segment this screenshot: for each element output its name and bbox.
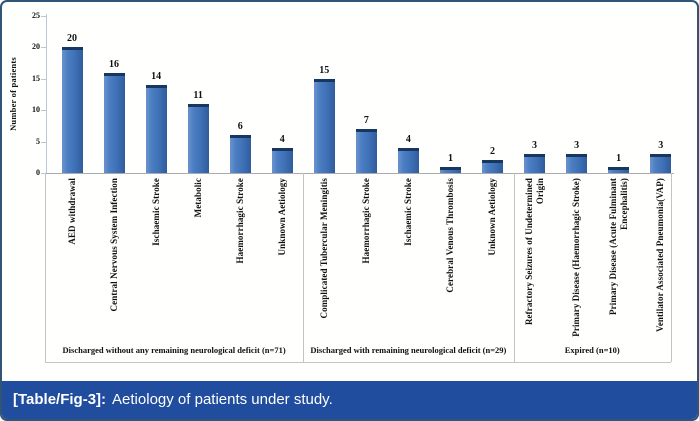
category-label: Refractory Seizures of Undetermined Orig… [523, 178, 545, 326]
bar [313, 78, 335, 173]
bar-value-label: 1 [447, 152, 453, 164]
group-label: Discharged without any remaining neurolo… [62, 345, 286, 355]
category-label: Haemorrhagic Stroke [234, 178, 245, 264]
y-tick-label: 25 [32, 11, 40, 20]
y-tick-mark [41, 78, 46, 80]
category-label: Metabolic [192, 178, 203, 218]
caption-text: Aetiology of patients under study. [112, 391, 333, 408]
y-tick-mark [41, 110, 46, 112]
y-axis-title: Number of patients [8, 57, 18, 131]
bar [145, 85, 167, 173]
bar-value-label: 4 [279, 133, 285, 145]
y-tick-label: 5 [36, 136, 40, 146]
y-tick-mark [41, 47, 46, 49]
chart-area: Number of patients 0 5 10 15 20 25 20 AED withd… [2, 2, 697, 381]
group-divider-line [303, 173, 305, 362]
caption-tag: [Table/Fig-3]: [13, 391, 107, 408]
y-tick-label: 15 [32, 73, 40, 83]
bar-value-label: 16 [109, 58, 120, 70]
bar-value-label: 7 [363, 115, 369, 127]
bar [650, 154, 672, 173]
bar [482, 160, 503, 173]
bar-value-label: 20 [67, 33, 77, 45]
group-divider-line [671, 173, 672, 362]
caption-bar: [Table/Fig-3]: Aetiology of patients unde… [2, 381, 697, 419]
category-label: Cerebral Venous Thrombosis [444, 178, 455, 293]
category-label: Ischaemic Stroke [402, 178, 413, 246]
bar-value-label: 6 [237, 121, 243, 133]
bar-value-label: 11 [193, 89, 203, 101]
bar-value-label: 3 [658, 140, 664, 152]
y-tick-label: 10 [32, 105, 40, 115]
bar [187, 103, 209, 173]
group-divider-line [45, 173, 46, 362]
category-label: Unknown Aetiology [487, 178, 497, 256]
group-label: Discharged with remaining neurological d… [310, 345, 507, 355]
y-tick-mark [41, 16, 46, 17]
y-tick-label: 0 [36, 168, 40, 177]
y-tick-mark [41, 141, 46, 143]
category-label: Unknown Aetiology [276, 178, 287, 256]
bar [103, 72, 125, 173]
category-label: Complicated Tubercular Meningitis [318, 178, 329, 319]
bar [355, 129, 377, 173]
bar-value-label: 1 [616, 152, 622, 164]
bar-value-label: 3 [574, 140, 580, 152]
bar [524, 154, 546, 173]
bar [439, 166, 461, 173]
y-tick-mark [41, 173, 46, 174]
category-label: Primary Disease (Acute Fulminant Encepha… [607, 178, 629, 315]
group-label: Expired (n=10) [564, 345, 620, 355]
bar-value-label: 3 [532, 140, 538, 152]
bar [397, 147, 419, 173]
bar [271, 147, 293, 173]
category-label: Central Nervous System Infection [108, 178, 119, 312]
bar [229, 135, 251, 173]
category-label: Primary Disease (Haemorrhagic Stroke) [571, 178, 582, 337]
y-axis-line [46, 14, 47, 173]
bar-value-label: 4 [405, 133, 411, 145]
y-tick-label: 20 [32, 42, 40, 52]
category-label: Ventilator Associated Pneumonia(VAP) [655, 178, 666, 332]
bar [608, 166, 630, 173]
bar [566, 154, 588, 173]
category-label: Ischaemic Stroke [150, 178, 161, 246]
category-label: AED withdrawal [66, 178, 77, 245]
category-label: Haemorrhagic Stroke [360, 178, 371, 264]
bar-value-label: 2 [490, 146, 495, 158]
x-axis-line [45, 173, 674, 174]
group-divider-line [513, 173, 515, 362]
category-bottom-line [45, 362, 671, 363]
bar [61, 47, 83, 173]
bar-value-label: 14 [151, 71, 162, 83]
bar-value-label: 15 [319, 64, 330, 76]
